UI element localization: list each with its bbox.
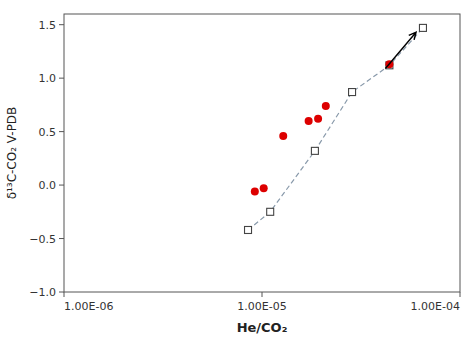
y-tick-label: 0.0 <box>39 179 57 192</box>
circle-point <box>305 117 313 125</box>
x-tick-label: 1.00E-04 <box>411 300 460 313</box>
x-tick-label: 1.00E-05 <box>237 300 286 313</box>
circle-point <box>314 115 322 123</box>
circle-point <box>322 102 330 110</box>
y-tick <box>59 78 64 79</box>
circle-point <box>279 132 287 140</box>
square-point <box>349 89 356 96</box>
plot-frame <box>64 14 460 292</box>
y-tick-label: 0.5 <box>39 126 57 139</box>
y-tick <box>59 292 64 293</box>
square-point <box>267 208 274 215</box>
chart: −1.0 −0.5 0.0 0.5 1.0 1.5 1.00E-06 1.00E-05 1.00… <box>0 0 474 340</box>
y-tick <box>59 24 64 25</box>
arrow <box>385 32 416 68</box>
y-tick-label: 1.5 <box>39 19 57 32</box>
y-tick <box>59 131 64 132</box>
x-tick-label: 1.00E-06 <box>64 300 113 313</box>
square-point <box>245 226 252 233</box>
plot-area <box>245 24 427 233</box>
y-tick-label: −0.5 <box>29 233 56 246</box>
y-tick <box>59 238 64 239</box>
y-tick-label: −1.0 <box>29 286 56 299</box>
circle-point <box>251 187 259 195</box>
series-line <box>248 28 423 230</box>
x-axis-label: He/CO₂ <box>237 320 288 335</box>
x-tick <box>460 292 461 297</box>
circle-point <box>260 184 268 192</box>
y-axis-label: δ¹³C-CO₂ V-PDB <box>5 107 19 200</box>
square-point <box>311 147 318 154</box>
square-point <box>419 24 426 31</box>
x-tick <box>262 292 263 297</box>
y-tick <box>59 185 64 186</box>
y-tick-label: 1.0 <box>39 72 57 85</box>
x-tick <box>64 292 65 297</box>
